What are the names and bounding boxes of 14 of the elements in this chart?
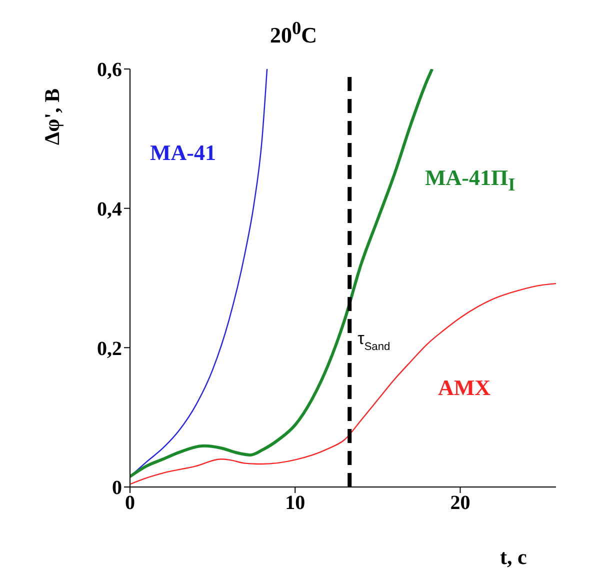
series-label: AMX <box>438 375 491 401</box>
series-label: MA-41 <box>150 140 216 166</box>
x-tick-label: 10 <box>285 492 306 514</box>
y-tick-label: 0,2 <box>97 338 122 360</box>
chart-title: 20$^{0}$C <box>270 18 318 48</box>
y-axis-title: Δφ', В <box>40 88 64 145</box>
line-series <box>130 282 556 485</box>
x-tick-label: 20 <box>450 492 470 514</box>
y-tick-label: 0 <box>112 477 122 500</box>
y-tick-label: 0,4 <box>97 198 122 220</box>
series-label: MA-41П$_{I}$ <box>425 165 516 196</box>
ref-line-label: τ$_{Sand}$ <box>358 329 390 353</box>
y-tick-label: 0,6 <box>97 59 122 82</box>
x-axis-title: t, c <box>500 545 527 570</box>
